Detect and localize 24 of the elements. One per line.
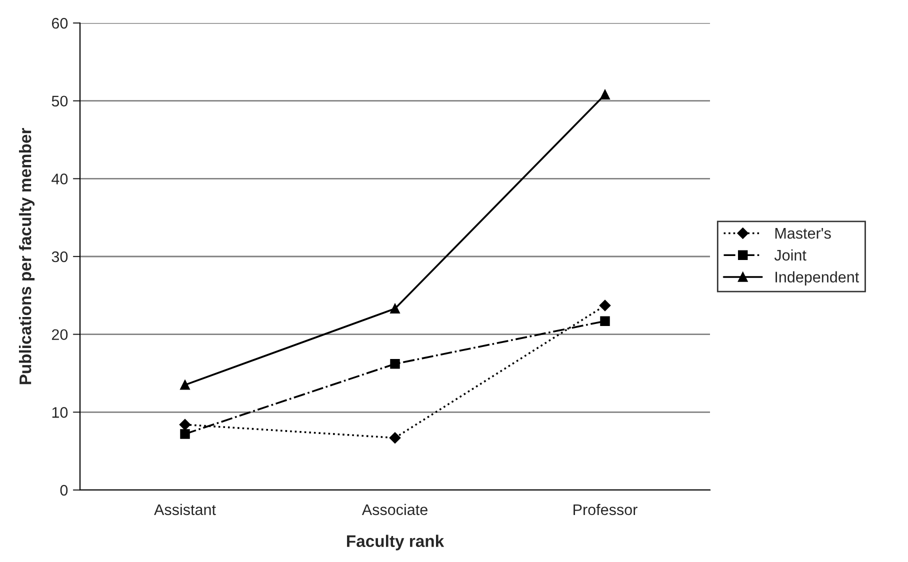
- point: [390, 304, 400, 314]
- point: [180, 380, 190, 390]
- y-tick-label: 10: [52, 407, 68, 418]
- point: [179, 419, 191, 430]
- legend-label: Joint: [774, 249, 806, 261]
- legend-label: Independent: [776, 271, 860, 286]
- legend-label: Master's: [775, 228, 831, 239]
- x-axis-title: Faculty rank: [347, 534, 444, 550]
- point: [389, 432, 401, 444]
- y-tick-label: 30: [52, 251, 68, 262]
- y-axis-title: Publications per faculty member: [19, 128, 35, 384]
- point: [180, 429, 190, 439]
- point: [599, 300, 611, 312]
- point: [600, 90, 610, 100]
- y-tick-label: 60: [52, 18, 68, 29]
- x-tick-label: Professor: [574, 504, 638, 516]
- y-tick-label: 20: [52, 329, 68, 340]
- y-tick-label: 50: [52, 96, 68, 107]
- y-tick-label: 0: [60, 484, 68, 496]
- y-tick-label: 40: [52, 174, 68, 184]
- x-tick-label: Assistant: [154, 504, 216, 516]
- point: [600, 316, 610, 326]
- point: [390, 359, 400, 369]
- x-tick-label: Associate: [362, 504, 428, 516]
